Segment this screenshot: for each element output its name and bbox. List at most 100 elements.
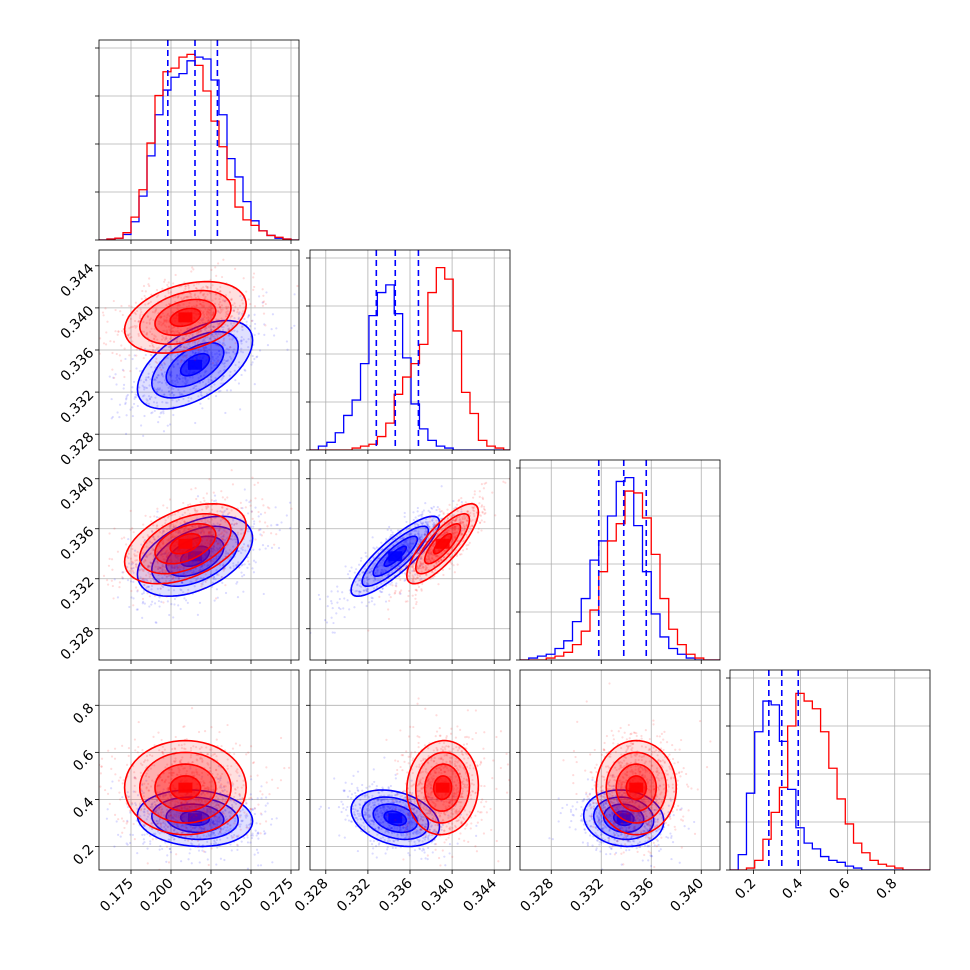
sample-point [391,584,394,587]
sample-point [144,378,147,381]
sample-point [213,337,216,340]
sample-point [188,852,191,855]
panel-3-3: 0.2 0.4 0.6 0.8 [726,669,931,903]
sample-point [177,331,181,334]
sample-point [172,338,176,341]
sample-point [199,334,202,337]
sample-point [419,539,422,542]
sample-point [218,524,221,527]
sample-point [177,453,179,455]
sample-point [214,578,217,581]
sample-point [200,391,203,394]
sample-point [147,376,150,379]
sample-point [211,355,215,359]
sample-point [205,313,209,317]
sample-point [151,348,155,351]
sample-point [408,532,411,536]
sample-point [214,364,217,367]
sample-point [125,395,128,398]
sample-point [175,554,178,557]
sample-point [163,569,166,572]
sample-point [326,595,329,598]
sample-point [417,530,420,533]
sample-point [173,559,176,562]
sample-point [165,550,168,553]
sample-point [196,576,200,579]
x-tick-label: 0.2 [732,876,759,903]
sample-point [401,568,404,571]
sample-point [218,303,221,306]
sample-point [168,344,172,348]
sample-point [184,522,187,525]
sample-point [228,374,231,377]
sample-point [155,376,159,379]
sample-point [137,564,141,567]
sample-point [161,372,164,376]
sample-point [160,324,163,327]
sample-point [247,346,250,349]
sample-point [192,305,195,308]
sample-point [137,334,140,337]
sample-point [225,352,228,355]
sample-point [258,520,261,523]
sample-point [221,531,224,534]
sample-point [256,481,260,484]
sample-point [252,559,256,562]
sample-point [452,499,455,503]
sample-point [128,605,131,609]
sample-point [195,332,198,335]
sample-point [231,315,234,318]
sample-point [165,318,168,322]
sample-point [441,568,445,572]
sample-point [210,328,213,332]
sample-point [165,329,169,332]
sample-point [360,601,363,604]
sample-point [187,399,190,403]
sample-point [198,330,201,334]
sample-point [215,540,218,543]
sample-point [207,311,210,315]
sample-point [204,370,207,373]
sample-point [199,375,202,378]
sample-point [161,312,164,315]
sample-point [264,547,267,550]
sample-point [196,326,200,329]
sample-point [102,342,106,345]
sample-point [193,585,196,588]
sample-point [251,476,254,479]
sample-point [194,509,197,512]
sample-point [266,506,270,509]
sample-point [155,525,158,528]
sample-point [403,515,406,518]
sample-point [390,529,393,532]
sample-point [404,555,407,558]
sample-point [208,311,211,314]
sample-point [190,571,193,575]
sample-point [158,605,161,608]
density-peak-blue [188,551,202,562]
sample-point [164,519,167,522]
sample-point [193,553,196,556]
sample-point [197,589,200,593]
sample-point [373,547,376,550]
sample-point [185,295,189,299]
sample-point [420,515,423,518]
sample-point [155,347,159,350]
sample-point [182,297,185,301]
sample-point [165,316,168,319]
sample-point [88,555,90,557]
sample-point [219,544,222,547]
sample-point [133,554,137,557]
sample-point [193,529,196,532]
sample-point [167,289,170,292]
sample-point [402,565,405,568]
sample-point [211,361,215,365]
sample-point [240,506,243,510]
sample-point [208,530,212,533]
sample-point [208,388,211,391]
sample-point [148,565,152,568]
y-tick-label: 0.340 [58,303,98,343]
sample-point [166,331,169,334]
sample-point [182,336,185,340]
sample-point [211,550,214,554]
